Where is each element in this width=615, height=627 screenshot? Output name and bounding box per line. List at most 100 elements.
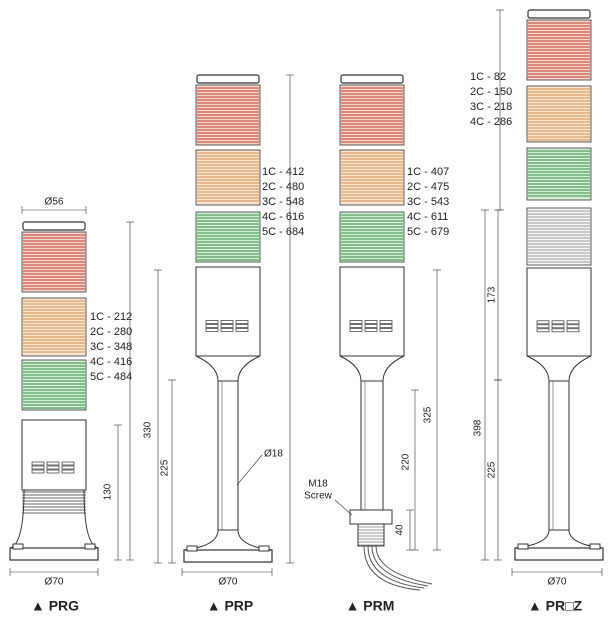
vent — [364, 328, 378, 332]
label: 130 — [103, 483, 114, 500]
label: Ø70 — [548, 577, 567, 588]
label: ▲ PRG — [31, 598, 79, 614]
vent — [379, 320, 393, 324]
vent — [61, 465, 75, 470]
label: 4C - 616 — [262, 211, 304, 223]
label: ▲ PRP — [207, 598, 254, 614]
label: 2C - 280 — [90, 326, 132, 338]
label: 2C - 475 — [407, 181, 449, 193]
label: 4C - 611 — [407, 211, 448, 223]
thread — [357, 523, 385, 547]
vent — [536, 324, 550, 329]
cap — [196, 74, 260, 84]
vent — [235, 320, 249, 324]
vent — [536, 328, 550, 333]
label: ▲ PRM — [346, 598, 395, 614]
vent — [349, 320, 363, 324]
vent — [205, 324, 219, 328]
label: 3C - 548 — [262, 196, 304, 208]
label: 1C - 82 — [470, 71, 506, 83]
label: Screw — [304, 491, 333, 502]
vent — [31, 465, 45, 470]
label: Ø18 — [264, 449, 283, 460]
vent — [61, 461, 75, 466]
vent — [31, 461, 45, 466]
vent — [566, 320, 580, 325]
cap — [527, 9, 591, 19]
label: Ø70 — [45, 577, 64, 588]
foot — [186, 545, 198, 552]
vent — [551, 320, 565, 325]
vent — [364, 324, 378, 328]
wire — [371, 545, 429, 587]
label: Ø56 — [45, 197, 64, 208]
label: 40 — [395, 524, 406, 536]
line — [236, 454, 263, 486]
label: 5C - 684 — [262, 226, 304, 238]
cap — [340, 74, 404, 84]
label: 225 — [160, 459, 171, 476]
label: 398 — [473, 419, 484, 436]
lens — [526, 147, 592, 201]
label: ▲ PR□Z — [528, 598, 583, 614]
label: 2C - 480 — [262, 181, 304, 193]
label: 325 — [423, 406, 434, 423]
label: 5C - 679 — [407, 226, 449, 238]
vent — [235, 324, 249, 328]
neck — [339, 355, 405, 382]
label: M18 — [308, 479, 328, 490]
vent — [566, 328, 580, 333]
vent — [551, 328, 565, 333]
vent — [566, 324, 580, 329]
neck — [526, 355, 592, 382]
foot — [258, 545, 270, 552]
label: 3C - 218 — [470, 101, 512, 113]
vent — [61, 469, 75, 474]
foot — [12, 543, 24, 550]
label: 330 — [143, 421, 154, 438]
foot — [589, 543, 601, 550]
vent — [31, 469, 45, 474]
vent — [46, 465, 60, 470]
label: 3C - 543 — [407, 196, 449, 208]
flare — [9, 489, 99, 549]
vent — [220, 324, 234, 328]
vent — [349, 324, 363, 328]
vent — [46, 469, 60, 474]
label: 225 — [487, 461, 498, 478]
body — [21, 419, 87, 491]
body — [526, 267, 592, 357]
base — [9, 547, 99, 561]
label: 4C - 286 — [470, 116, 512, 128]
label: 1C - 412 — [262, 166, 304, 178]
label: 220 — [401, 453, 412, 470]
vent — [46, 461, 60, 466]
vent — [220, 328, 234, 332]
foot — [84, 543, 96, 550]
base — [183, 549, 273, 563]
base — [514, 547, 604, 561]
label: 1C - 212 — [90, 311, 132, 323]
wire — [363, 545, 421, 591]
vent — [379, 324, 393, 328]
vent — [536, 320, 550, 325]
body — [195, 266, 261, 357]
label: 3C - 348 — [90, 341, 132, 353]
pole — [360, 380, 384, 511]
label: 4C - 416 — [90, 356, 132, 368]
foot — [517, 543, 529, 550]
label: 5C - 484 — [90, 371, 132, 383]
wire — [367, 545, 425, 589]
wire — [375, 545, 433, 585]
vent — [551, 324, 565, 329]
vent — [349, 328, 363, 332]
label: 2C - 150 — [470, 86, 512, 98]
vent — [205, 320, 219, 324]
label: 1C - 407 — [407, 166, 449, 178]
neck — [195, 355, 261, 382]
label: 173 — [487, 286, 498, 303]
vent — [379, 328, 393, 332]
nut — [349, 509, 393, 525]
line — [334, 499, 353, 516]
